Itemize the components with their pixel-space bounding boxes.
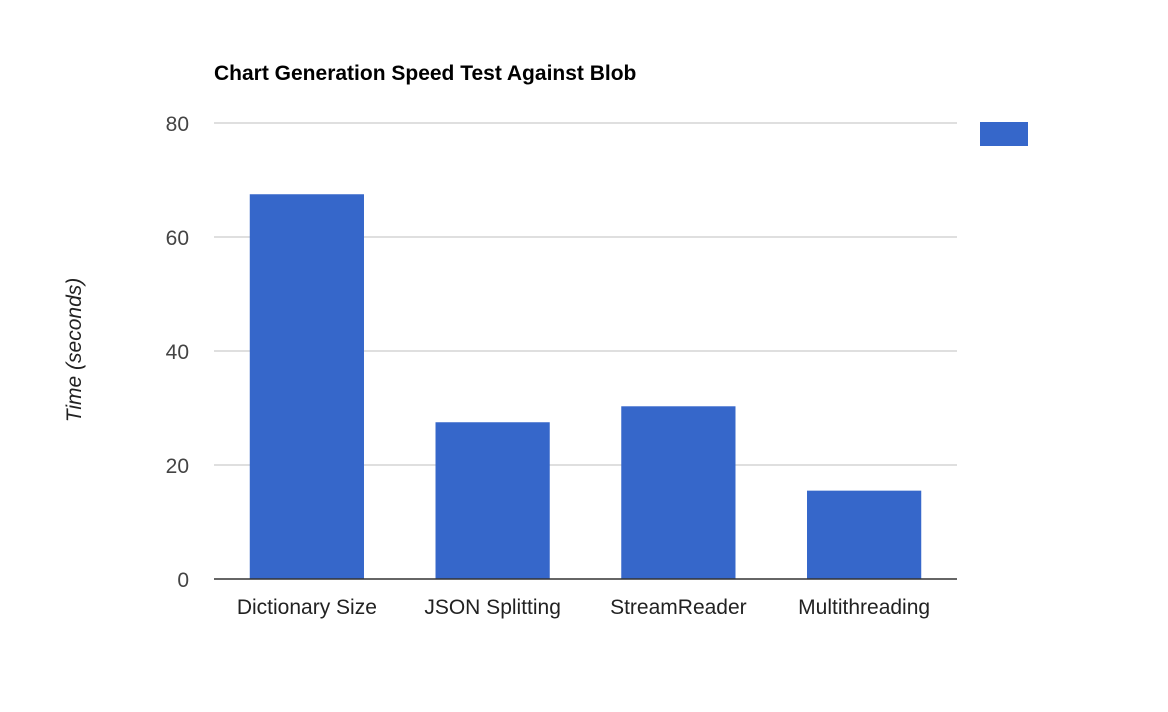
x-category-label: StreamReader (610, 596, 747, 619)
x-category-label: Dictionary Size (237, 596, 377, 619)
y-axis-ticks: 0 20 40 60 80 (166, 113, 189, 592)
bar-dictionary-size (249, 194, 364, 579)
x-category-label: JSON Splitting (424, 596, 561, 619)
y-tick-label: 20 (166, 455, 189, 478)
y-tick-label: 0 (177, 569, 189, 592)
y-tick-label: 60 (166, 227, 189, 250)
y-axis-title: Time (seconds) (63, 278, 86, 423)
bar-multithreading (807, 490, 922, 579)
chart-title: Chart Generation Speed Test Against Blob (214, 62, 636, 85)
x-category-label: Multithreading (798, 596, 930, 619)
bars (249, 194, 922, 579)
x-axis-labels: Dictionary Size JSON Splitting StreamReade… (237, 596, 930, 619)
y-tick-label: 80 (166, 113, 189, 136)
bar-json-splitting (435, 422, 550, 579)
bar-streamreader (621, 406, 736, 579)
legend-swatch (980, 122, 1028, 146)
y-tick-label: 40 (166, 341, 189, 364)
